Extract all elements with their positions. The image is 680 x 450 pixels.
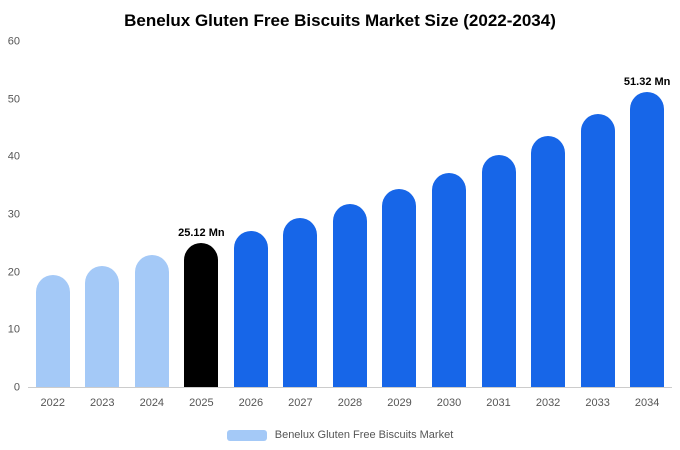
legend-swatch [226,429,267,441]
y-tick-label: 0 [13,381,20,394]
x-axis-label: 2032 [535,397,561,409]
bar-2034 [630,91,665,387]
bar-2023 [85,266,120,387]
bars-area: 2022 2023 2024 25.12 Mn 2025 2026 2027 2028 2029… [28,42,672,409]
bar-slot-2029: 2029 [375,42,425,409]
bar-slot-2034: 51.32 Mn 2034 [622,42,672,409]
x-axis-label: 2025 [189,397,214,409]
bar-slot-2023: 2023 [78,42,128,409]
x-axis-label: 2030 [436,397,462,409]
y-tick-label: 20 [7,266,20,279]
bar-2026 [233,230,268,387]
bar-slot-2025: 25.12 Mn 2025 [177,42,227,409]
chart-title: Benelux Gluten Free Biscuits Market Size… [124,11,556,30]
x-axis-label: 2023 [90,397,115,409]
bar-slot-2022: 2022 [28,42,78,409]
bar-slot-2026: 2026 [226,42,276,409]
bar-2024 [134,255,169,387]
bar-2031 [481,154,516,387]
plot-area: 0 10 20 30 40 50 60 2022 2023 2024 25.12 Mn 2025 20… [0,36,672,409]
x-axis-label: 2034 [634,397,660,409]
y-tick-label: 30 [7,208,20,221]
bar-2025 [184,242,219,387]
bar-2033 [580,114,615,387]
y-tick-label: 40 [7,150,20,163]
bar-slot-2024: 2024 [127,42,177,409]
bar-2030 [432,172,467,387]
bar-slot-2027: 2027 [276,42,326,409]
x-axis-label: 2026 [238,397,264,409]
y-tick-label: 10 [7,323,20,336]
x-axis-label: 2033 [585,397,610,409]
bar-2028 [332,204,367,387]
legend-label: Benelux Gluten Free Biscuits Market [274,429,454,441]
y-tick-label: 60 [7,35,20,48]
x-axis-label: 2031 [486,397,511,409]
bar-2022 [35,275,70,387]
x-axis-label: 2028 [337,397,363,409]
y-axis: 0 10 20 30 40 50 60 [0,36,24,393]
x-axis-label: 2024 [139,397,165,409]
bar-value-label: 51.32 Mn [623,75,671,88]
bar-slot-2033: 2033 [573,42,623,409]
x-axis-label: 2027 [288,397,313,409]
bar-slot-2028: 2028 [325,42,375,409]
bar-slot-2030: 2030 [424,42,474,409]
bar-slot-2032: 2032 [523,42,573,409]
x-axis-label: 2022 [40,397,65,409]
bar-value-label: 25.12 Mn [178,226,225,239]
bar-2032 [531,135,566,387]
bar-slot-2031: 2031 [474,42,524,409]
x-axis-label: 2029 [387,397,412,409]
bar-2027 [283,217,318,387]
bar-2029 [382,189,417,387]
legend: Benelux Gluten Free Biscuits Market [0,429,680,441]
y-tick-label: 50 [7,93,20,106]
